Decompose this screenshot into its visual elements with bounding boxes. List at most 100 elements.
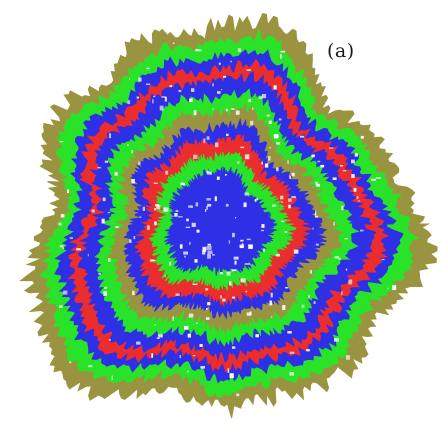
cluster-pore bbox=[109, 133, 111, 139]
cluster-pore bbox=[206, 246, 212, 250]
cluster-pore bbox=[187, 333, 191, 338]
cluster-pore bbox=[153, 182, 158, 184]
cluster-pore bbox=[269, 146, 271, 149]
cluster-pore bbox=[356, 196, 359, 200]
cluster-pore bbox=[161, 96, 167, 98]
cluster-pore bbox=[196, 229, 200, 233]
cluster-pore bbox=[87, 253, 89, 257]
cluster-pore bbox=[289, 175, 291, 179]
cluster-pore bbox=[339, 165, 344, 167]
cluster-pore bbox=[198, 49, 202, 52]
cluster-pore bbox=[351, 159, 355, 164]
cluster-pore bbox=[243, 202, 247, 208]
cluster-pore bbox=[158, 334, 163, 338]
cluster-pore bbox=[191, 88, 195, 92]
cluster-pore bbox=[272, 204, 277, 207]
cluster-pore bbox=[193, 110, 197, 116]
cluster-pore bbox=[185, 226, 191, 228]
cluster-pore bbox=[370, 178, 376, 181]
cluster-pore bbox=[240, 279, 242, 282]
cluster-pore bbox=[250, 120, 254, 126]
cluster-pore bbox=[187, 370, 189, 373]
cluster-pore bbox=[235, 217, 237, 219]
cluster-pore bbox=[280, 54, 282, 59]
cluster-pore bbox=[104, 160, 109, 163]
cluster-pore bbox=[175, 210, 179, 212]
cluster-pore bbox=[275, 254, 280, 257]
cluster-pore bbox=[207, 253, 211, 259]
cluster-pore bbox=[103, 291, 107, 296]
cluster-pore bbox=[174, 213, 178, 217]
cluster-pore bbox=[127, 100, 131, 105]
cluster-pore bbox=[288, 204, 291, 209]
cluster-pore bbox=[216, 176, 220, 180]
cluster-pore bbox=[261, 229, 264, 232]
cluster-pore bbox=[313, 301, 316, 304]
cluster-pore bbox=[151, 353, 153, 358]
cluster-pore bbox=[164, 275, 166, 278]
cluster-pore bbox=[256, 197, 258, 201]
cluster-pore bbox=[139, 216, 142, 218]
cluster-pore bbox=[381, 259, 385, 261]
cluster-pore bbox=[108, 339, 111, 341]
cluster-pore bbox=[261, 161, 263, 165]
cluster-pore bbox=[280, 201, 284, 203]
cluster-pore bbox=[315, 181, 318, 185]
cluster-pore bbox=[156, 205, 161, 210]
cluster-pore bbox=[342, 170, 347, 172]
cluster-pore bbox=[232, 232, 235, 238]
cluster-pore bbox=[152, 99, 154, 104]
cluster-pore bbox=[212, 254, 215, 256]
cluster-pore bbox=[254, 199, 257, 202]
cluster-pore bbox=[169, 261, 172, 266]
cluster-pore bbox=[308, 295, 310, 298]
cluster-pore bbox=[246, 69, 251, 71]
cluster-pore bbox=[334, 256, 340, 259]
cluster-pore bbox=[212, 108, 214, 110]
cluster-pore bbox=[244, 263, 250, 265]
cluster-pore bbox=[252, 107, 254, 111]
cluster-pore bbox=[207, 302, 211, 306]
cluster-pore bbox=[338, 257, 341, 260]
cluster-pore bbox=[107, 258, 111, 262]
cluster-pore bbox=[69, 237, 73, 239]
cluster-pore bbox=[206, 136, 210, 140]
cluster-pore bbox=[346, 355, 350, 360]
cluster-pore bbox=[214, 142, 219, 148]
cluster-pore bbox=[200, 366, 205, 369]
cluster-pore bbox=[315, 210, 317, 216]
cluster-pore bbox=[175, 293, 180, 296]
cluster-pore bbox=[249, 311, 252, 316]
cluster-pore bbox=[341, 291, 343, 296]
cluster-pore bbox=[107, 211, 111, 214]
cluster-pore bbox=[154, 207, 156, 211]
cluster-pore bbox=[189, 98, 193, 102]
cluster-pore bbox=[104, 286, 108, 289]
cluster-pore bbox=[320, 164, 325, 168]
cluster-pore bbox=[97, 167, 101, 169]
cluster-pore bbox=[222, 298, 226, 302]
cluster-pore bbox=[127, 144, 129, 146]
cluster-pore bbox=[287, 160, 289, 164]
cluster-pore bbox=[225, 203, 229, 207]
cluster-pore bbox=[154, 221, 157, 226]
cluster-pore bbox=[179, 355, 181, 359]
cluster-pore bbox=[268, 120, 272, 124]
cluster-pore bbox=[237, 161, 240, 164]
cluster-pore bbox=[293, 249, 299, 254]
cluster-pore bbox=[276, 167, 279, 172]
cluster-pore bbox=[132, 290, 135, 296]
cluster-pore bbox=[312, 227, 314, 230]
cluster-pore bbox=[136, 96, 139, 99]
cluster-pore bbox=[191, 222, 196, 227]
cluster-pore bbox=[289, 372, 294, 376]
cluster-pore bbox=[203, 138, 206, 144]
cluster-pore bbox=[220, 272, 223, 275]
cluster-pore bbox=[226, 271, 231, 276]
cluster-pore bbox=[271, 315, 273, 319]
cluster-pore bbox=[392, 285, 397, 290]
cluster-pore bbox=[264, 163, 269, 168]
cluster-pore bbox=[241, 243, 244, 246]
cluster-pore bbox=[206, 317, 210, 320]
